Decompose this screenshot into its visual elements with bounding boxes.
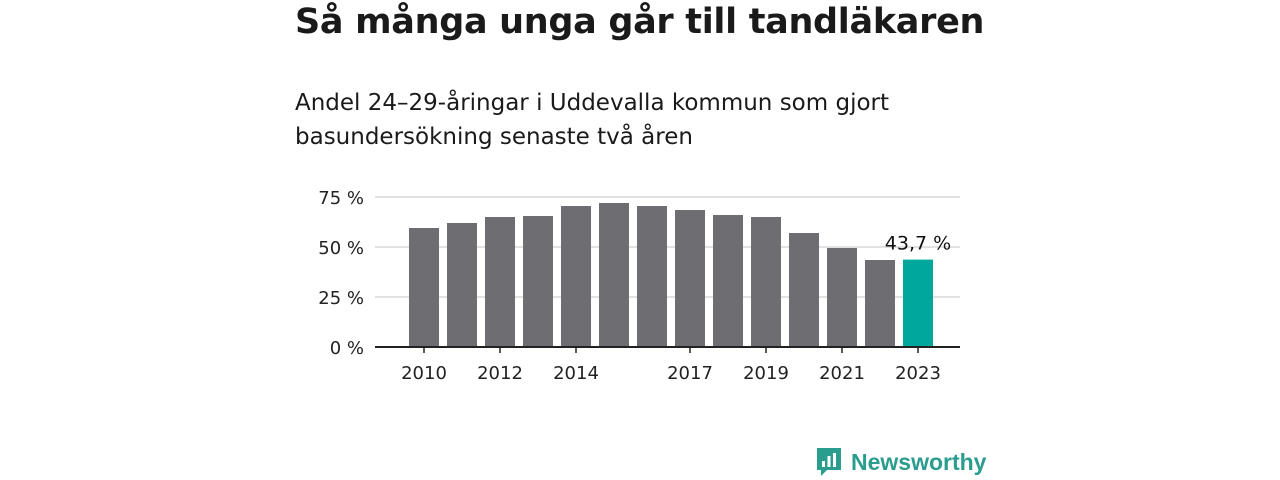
y-tick-label: 0 %	[330, 338, 364, 359]
newsworthy-logo-icon	[817, 448, 841, 476]
newsworthy-logo: Newsworthy	[815, 446, 986, 478]
bar	[409, 228, 439, 347]
x-tick-label: 2010	[401, 363, 447, 384]
bar	[485, 217, 515, 347]
bar	[561, 206, 591, 347]
bar-chart: 0 % 25 % 50 % 75 % 2010 2012 2014 2017 2019 2021 2…	[318, 188, 960, 384]
bar	[751, 217, 781, 347]
bar	[713, 215, 743, 347]
bar	[637, 206, 667, 347]
x-tick-label: 2014	[553, 363, 599, 384]
bar	[599, 203, 629, 347]
chart-title: Så många unga går till tandläkaren	[295, 2, 985, 42]
brand-name: Newsworthy	[851, 448, 987, 475]
bar	[903, 259, 933, 347]
x-tick-label: 2021	[819, 363, 865, 384]
bar	[827, 248, 857, 347]
bar	[523, 216, 553, 347]
bar	[789, 233, 819, 347]
x-tick-label: 2023	[895, 363, 941, 384]
x-tick-label: 2012	[477, 363, 523, 384]
y-tick-label: 75 %	[318, 188, 364, 209]
y-tick-label: 25 %	[318, 288, 364, 309]
bar	[675, 210, 705, 347]
x-tick-label: 2019	[743, 363, 789, 384]
x-tick-label: 2017	[667, 363, 713, 384]
y-tick-label: 50 %	[318, 238, 364, 259]
chart-subtitle: Andel 24–29-åringar i Uddevalla kommun s…	[295, 90, 890, 150]
bar	[865, 260, 895, 347]
data-label: 43,7 %	[885, 233, 951, 255]
bar	[447, 223, 477, 347]
